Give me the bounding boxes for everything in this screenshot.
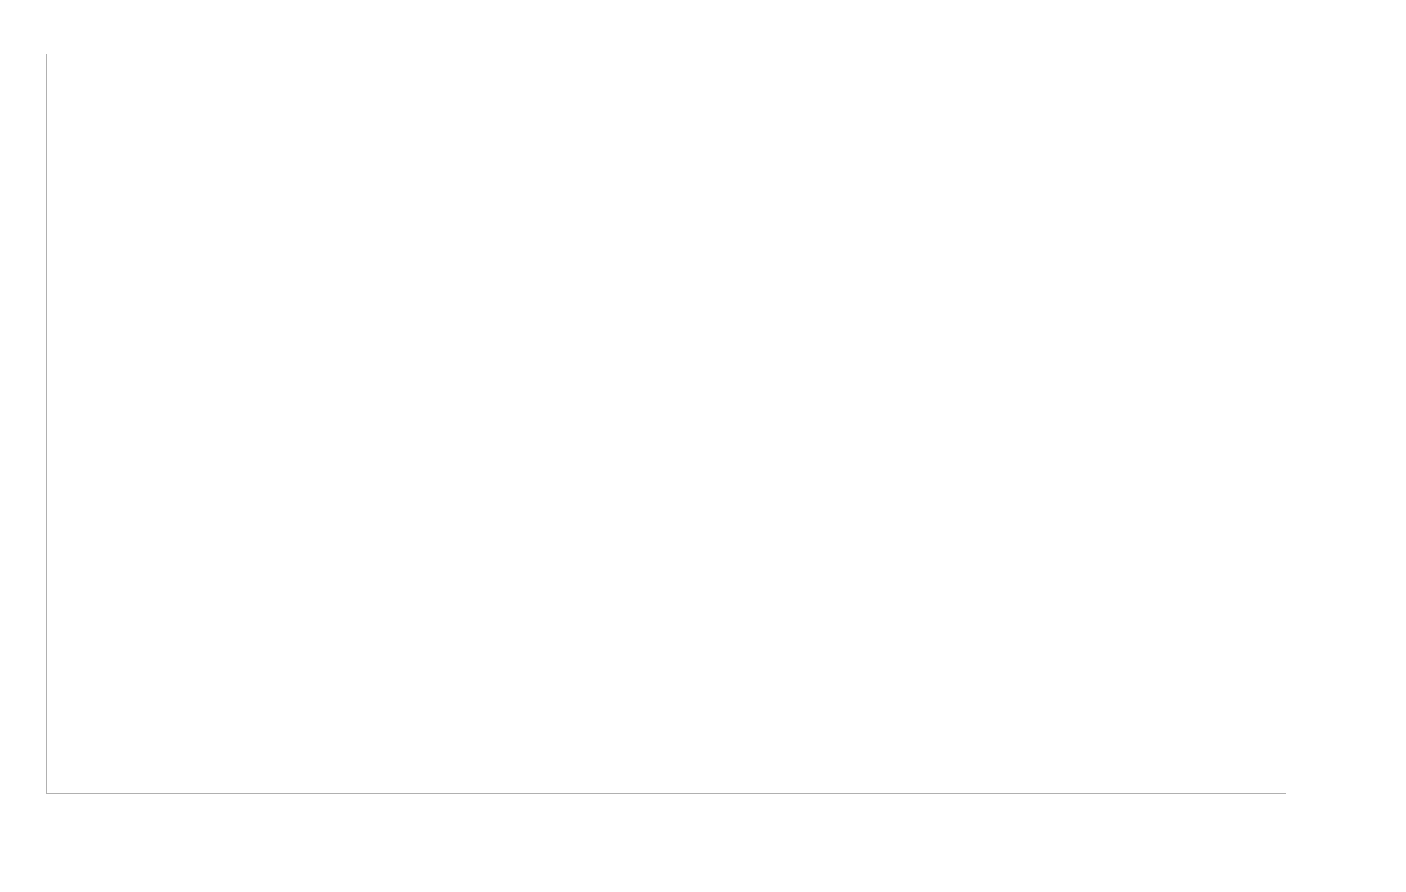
scatter-plot-area	[46, 54, 1286, 794]
trend-lines	[47, 54, 1286, 793]
